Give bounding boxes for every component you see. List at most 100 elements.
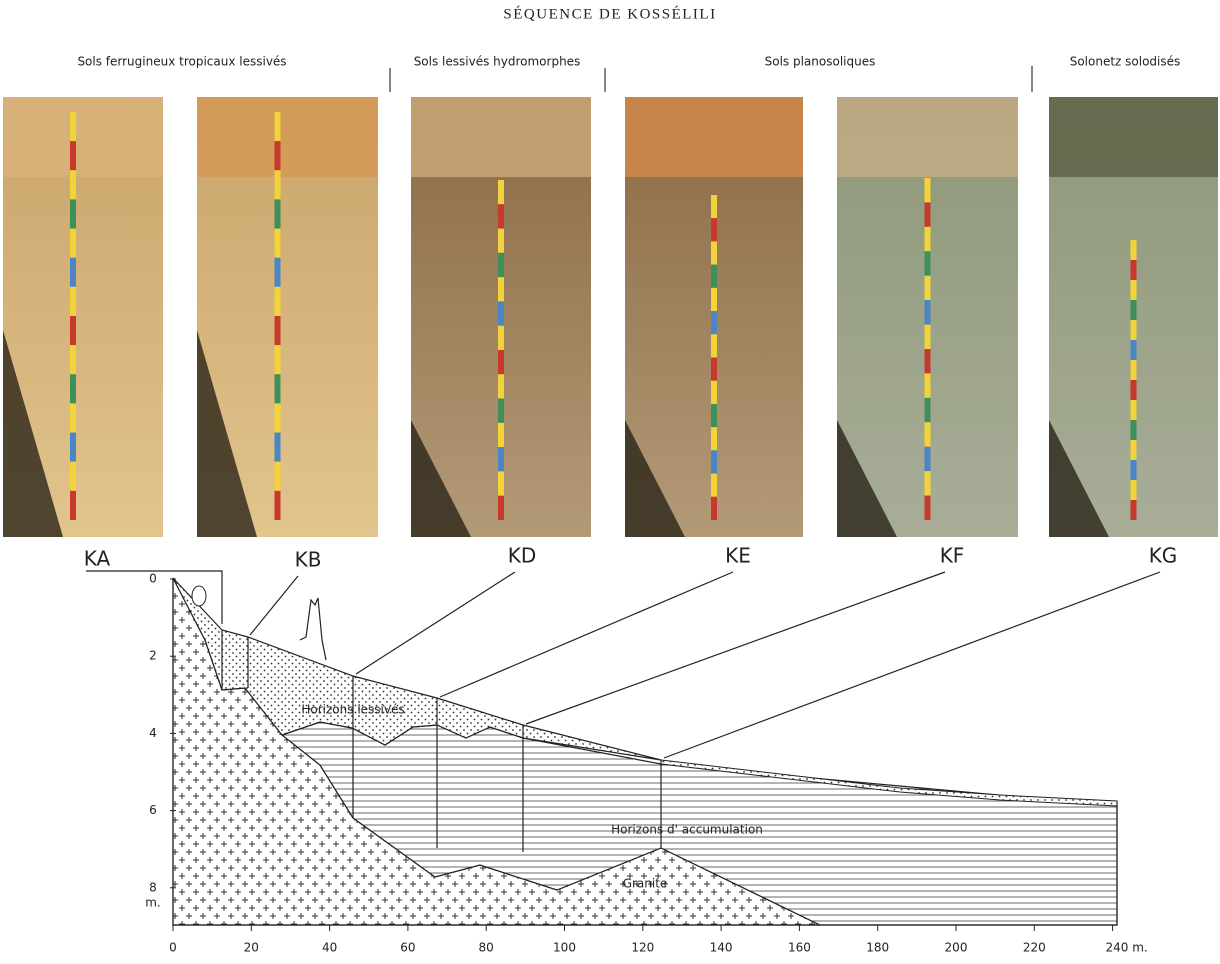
scale-rod-segment [274,112,281,142]
scale-rod-segment [70,257,76,287]
cross-section: KA KB KD KE KF KG Horizons lessivés Hori… [84,544,1178,955]
scale-rod-segment [70,374,76,404]
scale-rod-segment [924,178,931,203]
scale-rod-segment [1130,380,1137,400]
scale-rod-segment [274,141,281,171]
scale-rod-segment [711,218,717,242]
y-tick-label: 2 [149,649,157,663]
x-tick-label: 200 [945,941,968,955]
photo-surface [197,97,378,177]
scale-rod-segment [924,422,931,447]
scale-rod-segment [274,432,281,462]
group-label: Sols planosoliques [765,55,876,69]
scale-rod-segment [70,432,76,462]
scale-rod-segment [70,112,76,142]
scale-rod-segment [924,349,931,374]
scale-rod-segment [924,446,931,472]
scale-rod-segment [70,403,76,433]
region-label: Granite [623,877,668,891]
scale-rod-segment [498,447,504,472]
profile-label: KD [508,544,537,568]
scale-rod-segment [924,397,931,423]
scale-rod-segment [498,325,504,350]
group-separators [389,66,1033,92]
scale-rod-segment [711,287,717,312]
y-tick-label: 8 [149,880,157,894]
scale-rod-segment [1130,240,1137,260]
scale-rod-segment [1130,460,1137,480]
scale-rod-segment [274,257,281,287]
scale-rod-segment [1130,340,1137,360]
scale-rod-segment [274,199,281,229]
scale-rod-segment [70,286,76,316]
scale-rod-segment [711,334,717,358]
scale-rod-segment [711,264,717,288]
scale-rod-segment [70,141,76,171]
profile-label: KA [84,547,111,571]
scale-rod-segment [498,471,504,496]
region-label: Horizons lessivés [301,703,404,717]
profile-label: KG [1149,544,1178,568]
photo-surface [411,97,591,177]
scale-rod-segment [711,357,717,381]
scale-rod-segment [924,324,931,349]
scale-rod-segment [274,286,281,316]
scale-rod-segment [1130,360,1137,380]
profile-label: KF [940,544,965,568]
scale-rod-segment [1130,320,1137,340]
lessive-area [172,577,662,761]
scale-rod-segment [70,199,76,229]
x-tick-label: 120 [631,941,654,955]
scale-rod-segment [498,374,504,399]
photo-surface [3,97,163,177]
group-label: Solonetz solodisés [1070,55,1181,69]
profile-label: KB [295,548,322,572]
region-label: Horizons d' accumulation [611,823,763,837]
scale-rod-segment [498,398,504,423]
scale-rod-segment [274,316,281,346]
scale-rod-segment [70,461,76,491]
tree-outline [299,597,327,661]
x-tick-label: 80 [479,941,494,955]
frame [172,578,1118,926]
scale-rod-segment [711,496,717,520]
scale-rod-segment [924,373,931,398]
group-label: Sols lessivés hydromorphes [414,55,581,69]
photo-surface [1049,97,1218,177]
x-tick-label: 40 [322,941,337,955]
scale-rod-segment [498,301,504,326]
leader-lines [86,570,1161,759]
title: SÉQUENCE DE KOSSÉLILI [503,5,716,22]
x-tick-label: 180 [866,941,889,955]
scale-rod-segment [274,228,281,258]
x-tick-label: 160 [788,941,811,955]
scale-rod-segment [1130,420,1137,440]
scale-rod-segment [924,275,931,301]
scale-rod-segment [924,495,931,520]
photo-shadow [625,420,685,537]
photo-shadow [837,420,897,537]
scale-rod-segment [498,495,504,520]
y-tick-label: 6 [149,803,157,817]
photo [837,97,1018,537]
photo-surface [837,97,1018,177]
y-unit-label: m. [145,896,161,910]
group-label: Sols ferrugineux tropicaux lessivés [77,55,286,69]
scale-rod-segment [274,490,281,520]
profile-label: KE [725,544,751,568]
y-tick-label: 4 [149,726,157,740]
scale-rod-segment [711,450,717,474]
scale-rod-segment [1130,400,1137,420]
photo [411,97,591,537]
scale-rod-segment [711,311,717,335]
scale-rod-segment [498,252,504,278]
scale-rod-segment [498,228,504,253]
scale-rod-segment [711,473,717,497]
photo-shadow [1049,420,1109,537]
scale-rod-segment [70,490,76,520]
scale-rod-segment [1130,480,1137,500]
x-tick-label: 140 [710,941,733,955]
scale-rod-segment [274,345,281,375]
